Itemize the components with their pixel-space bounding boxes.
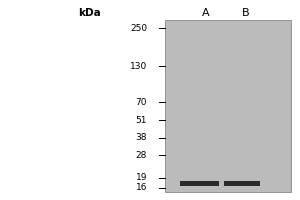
- Text: 38: 38: [136, 133, 147, 142]
- Text: 250: 250: [130, 24, 147, 33]
- Text: kDa: kDa: [78, 8, 100, 18]
- Bar: [180, 181, 219, 186]
- Bar: [165, 20, 291, 192]
- Text: A: A: [202, 8, 209, 18]
- Text: 16: 16: [136, 183, 147, 192]
- Bar: [224, 181, 260, 186]
- Text: B: B: [242, 8, 250, 18]
- Text: 28: 28: [136, 151, 147, 160]
- Text: 130: 130: [130, 62, 147, 71]
- Text: 70: 70: [136, 98, 147, 107]
- Text: 19: 19: [136, 173, 147, 182]
- Text: 51: 51: [136, 116, 147, 125]
